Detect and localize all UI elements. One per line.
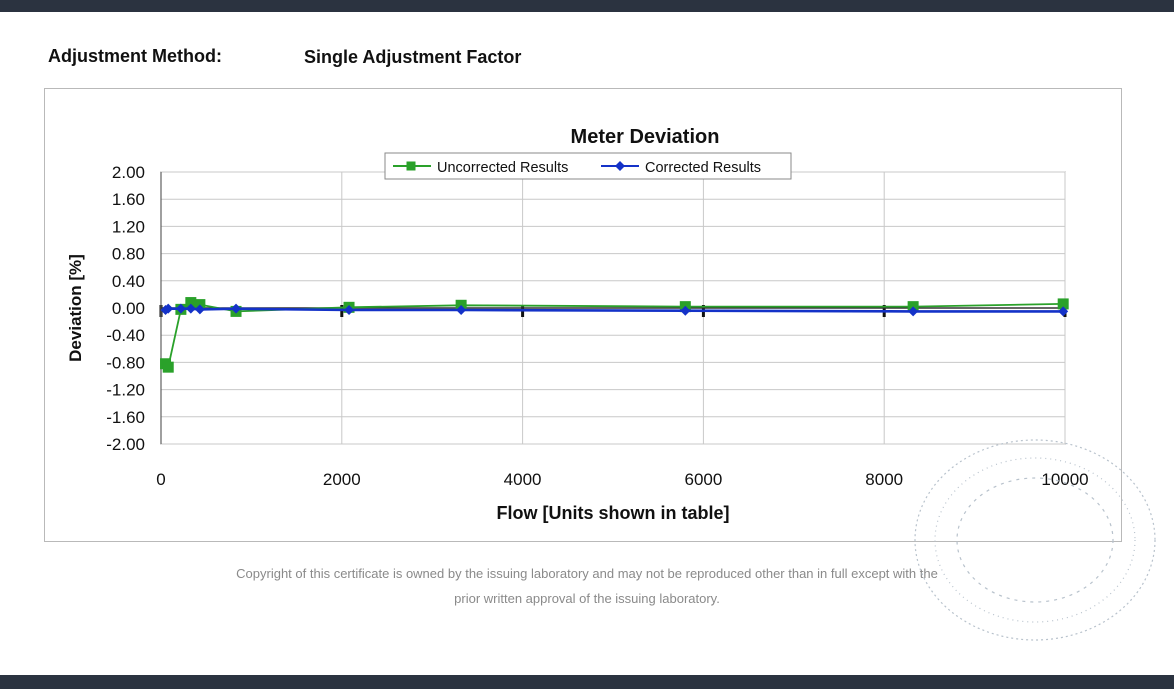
adjustment-method-value: Single Adjustment Factor	[304, 47, 522, 67]
y-tick-label: -0.40	[106, 326, 145, 345]
copyright-line-2: prior written approval of the issuing la…	[454, 591, 720, 606]
y-tick-label: 1.60	[112, 190, 145, 209]
copyright-line-1: Copyright of this certificate is owned b…	[236, 566, 938, 581]
data-point-corrected	[175, 303, 186, 314]
data-point-uncorrected	[185, 297, 197, 309]
y-tick-label: 2.00	[112, 163, 145, 182]
legend-label-uncorrected: Uncorrected Results	[437, 160, 568, 176]
meter-deviation-chart: 2.00 1.60 1.20 0.80 0.40 0.00 -0.40 -0.80 -1.20 -…	[66, 126, 1089, 523]
chart-title: Meter Deviation	[571, 126, 720, 148]
data-point-corrected	[908, 306, 919, 317]
data-point-corrected	[163, 303, 174, 314]
legend-marker-uncorrected	[406, 161, 416, 171]
x-tick-label: 0	[156, 470, 165, 489]
y-tick-label: 1.20	[112, 217, 145, 236]
y-axis-label: Deviation [%]	[66, 254, 85, 362]
data-point-corrected	[185, 303, 196, 314]
x-tick-label: 6000	[684, 470, 722, 489]
y-tick-label: -1.20	[106, 381, 145, 400]
data-point-uncorrected	[162, 361, 174, 373]
y-tick-label: -2.00	[106, 435, 145, 454]
chart-frame: 2.00 1.60 1.20 0.80 0.40 0.00 -0.40 -0.80 -1.20 -…	[44, 88, 1122, 542]
legend-marker-corrected	[615, 161, 625, 171]
y-tick-label: 0.40	[112, 272, 145, 291]
x-tick-label: 2000	[323, 470, 361, 489]
data-point-corrected	[680, 305, 691, 316]
data-point-corrected	[456, 305, 467, 316]
lab-seal-watermark	[914, 439, 1156, 641]
y-tick-label: 0.00	[112, 299, 145, 318]
y-tick-label: -0.80	[106, 353, 145, 372]
certificate-page: Adjustment Method: Single Adjustment Fac…	[0, 12, 1174, 675]
x-tick-label: 4000	[504, 470, 542, 489]
bottom-border	[0, 675, 1174, 689]
x-tick-label: 10000	[1041, 470, 1088, 489]
legend-label-corrected: Corrected Results	[645, 160, 761, 176]
data-point-corrected	[344, 305, 355, 316]
legend-box	[384, 152, 792, 180]
data-point-uncorrected	[1057, 298, 1069, 310]
data-point-corrected	[231, 303, 242, 314]
y-tick-label: -1.60	[106, 408, 145, 427]
adjustment-method-label: Adjustment Method:	[48, 46, 222, 66]
data-point-corrected	[194, 304, 205, 315]
y-tick-label: 0.80	[112, 245, 145, 264]
data-point-corrected	[1058, 306, 1069, 317]
x-axis-label: Flow [Units shown in table]	[497, 503, 730, 523]
top-border	[0, 0, 1174, 12]
x-tick-label: 8000	[865, 470, 903, 489]
